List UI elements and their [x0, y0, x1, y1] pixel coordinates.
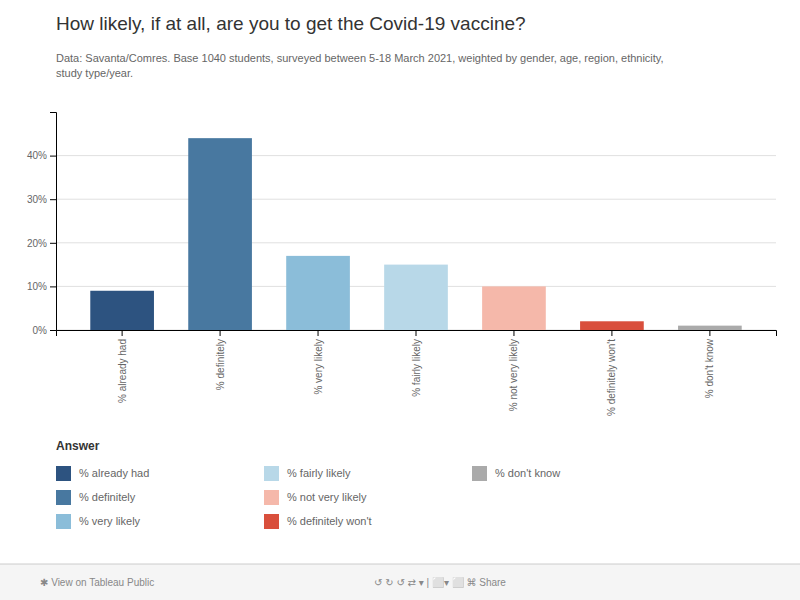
subtitle-line: study type/year.: [56, 67, 133, 79]
x-tick-mark: [611, 330, 612, 336]
x-tick-mark: [709, 330, 710, 336]
legend-item: % definitely: [56, 490, 136, 505]
plot: 0% 10% 20% 30% 40% % already had % definitely%…: [27, 113, 777, 416]
legend-swatch: [472, 466, 487, 481]
legend-swatch: [56, 514, 71, 529]
x-tick: % not very likely: [508, 330, 519, 411]
y-tick: 40%: [27, 150, 56, 161]
x-tick-label: % don't know: [704, 338, 715, 398]
x-tick-label: % definitely won't: [606, 339, 617, 416]
x-tick: % fairly likely: [411, 330, 422, 397]
legend-item: % already had: [56, 466, 149, 481]
footer-background: [0, 564, 800, 600]
x-tick-mark: [122, 330, 123, 336]
y-tick-mark: [50, 156, 56, 157]
bar: [90, 291, 154, 330]
legend-swatch: [264, 466, 279, 481]
bar: [384, 265, 448, 330]
grid: [56, 156, 776, 330]
bar: [188, 138, 252, 330]
annotation: ✱ View on Tableau Public: [40, 577, 154, 588]
legend-label: % not very likely: [287, 491, 367, 503]
legend-item: % not very likely: [264, 490, 367, 505]
x-tick: % definitely won't: [606, 330, 617, 416]
x-tick-label: % fairly likely: [411, 339, 422, 397]
y-tick-label: 30%: [27, 194, 47, 205]
x-tick-label: % already had: [117, 339, 128, 403]
legend-item: % very likely: [56, 514, 141, 529]
x-tick-label: % definitely: [215, 339, 226, 390]
x-tick: % definitely: [215, 330, 226, 390]
legend: Answer % already had % definitely % very li…: [56, 439, 560, 529]
y-tick-label: 20%: [27, 238, 47, 249]
x-tick-mark: [513, 330, 514, 336]
footer: ✱ View on Tableau Public ↺ ↻ ↺ ⇄ ▾ | ⬜▾ ⬜…: [0, 564, 800, 600]
y-tick-mark: [50, 199, 56, 200]
legend-swatch: [56, 466, 71, 481]
footer-divider: [0, 564, 800, 565]
x-tick-mark: [416, 330, 417, 336]
legend-label: % definitely: [79, 491, 136, 503]
y-tick: 20%: [27, 238, 56, 249]
x-tick: % don't know: [704, 330, 715, 398]
y-tick-mark: [50, 330, 56, 331]
grid-line: [56, 242, 776, 243]
legend-swatch: [56, 490, 71, 505]
legend-swatch: [264, 514, 279, 529]
bar: [286, 256, 350, 330]
bar: [580, 321, 644, 330]
y-tick: 10%: [27, 281, 56, 292]
subtitle-line: Data: Savanta/Comres. Base 1040 students…: [56, 52, 664, 64]
annotation: ↺ ↻ ↺ ⇄ ▾ | ⬜▾ ⬜ ⌘ Share: [374, 576, 506, 589]
grid-line: [56, 199, 776, 200]
y-tick: 30%: [27, 194, 56, 205]
legend-item: % don't know: [472, 466, 560, 481]
y-tick-mark: [50, 243, 56, 244]
x-tick-mark: [318, 330, 319, 336]
bar: [482, 286, 546, 330]
legend-label: % already had: [79, 467, 149, 479]
legend-label: % definitely won't: [287, 515, 372, 527]
legend-item: % definitely won't: [264, 514, 372, 529]
bars: [90, 138, 741, 330]
y-tick-mark: [50, 286, 56, 287]
y-axis: 0% 10% 20% 30% 40%: [27, 113, 57, 336]
y-tick-label: 0%: [33, 325, 48, 336]
legend-swatch: [264, 490, 279, 505]
legend-item: % fairly likely: [264, 466, 351, 481]
x-axis: % already had % definitely % very likely % …: [57, 330, 777, 416]
legend-label: % very likely: [79, 515, 141, 527]
title: How likely, if at all, are you to get th…: [56, 13, 526, 34]
bar: [678, 326, 742, 330]
x-tick: % very likely: [313, 330, 324, 395]
y-tick-label: 40%: [27, 150, 47, 161]
legend-label: % don't know: [495, 467, 560, 479]
grid-line: [56, 155, 776, 156]
y-tick-label: 10%: [27, 281, 47, 292]
y-axis-line: [50, 113, 57, 331]
chart-root: How likely, if at all, are you to get th…: [0, 0, 800, 600]
subtitle: Data: Savanta/Comres. Base 1040 students…: [56, 52, 664, 79]
x-axis-line: [57, 331, 777, 337]
legend-label: % fairly likely: [287, 467, 351, 479]
legend-title: Answer: [56, 439, 100, 453]
x-tick-mark: [220, 330, 221, 336]
y-tick: 0%: [33, 325, 56, 336]
x-tick-label: % very likely: [313, 339, 324, 395]
x-tick-label: % not very likely: [508, 339, 519, 411]
x-tick: % already had: [117, 330, 128, 403]
